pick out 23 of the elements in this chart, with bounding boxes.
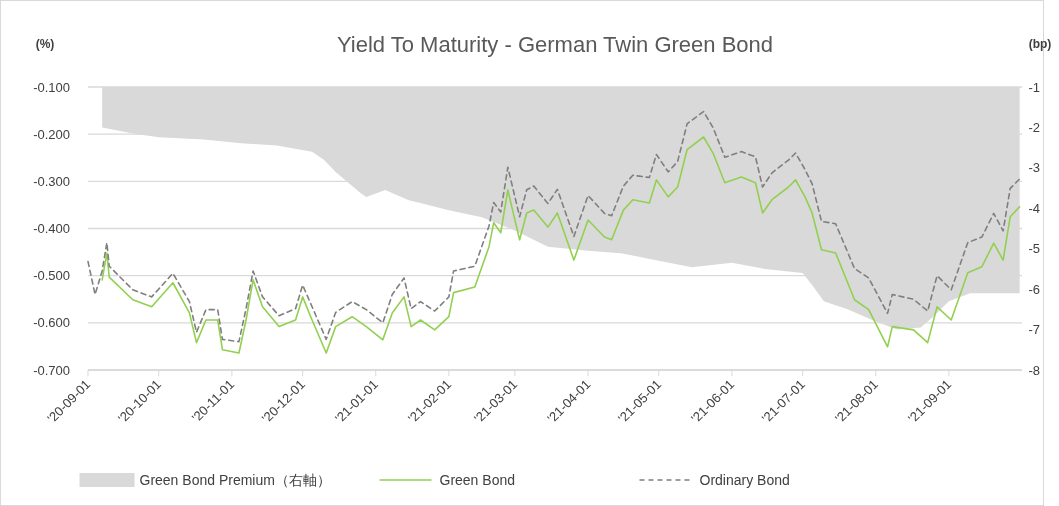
y-tick-label: -0.300 xyxy=(33,173,70,189)
y-axis-title: (%) xyxy=(35,37,55,51)
y2-tick-label: -2 xyxy=(1028,119,1040,135)
y2-tick-label: -8 xyxy=(1028,362,1040,378)
y-tick-label: -0.500 xyxy=(33,268,70,284)
y2-axis-title: (bp) xyxy=(1028,37,1052,51)
legend-label: Green Bond Premium（右軸） xyxy=(139,471,331,488)
y2-tick-label: -5 xyxy=(1028,241,1040,257)
y2-tick-label: -4 xyxy=(1028,200,1040,216)
legend-label: Green Bond xyxy=(439,471,515,488)
y-tick-label: -0.700 xyxy=(33,362,70,378)
y-tick-label: -0.200 xyxy=(33,126,70,142)
y2-tick-label: -7 xyxy=(1028,322,1040,338)
chart-title: Yield To Maturity - German Twin Green Bond xyxy=(336,32,774,57)
legend-label: Ordinary Bond xyxy=(699,471,790,488)
y2-tick-label: -6 xyxy=(1028,281,1040,297)
y2-tick-label: -3 xyxy=(1028,160,1040,176)
y-tick-label: -0.600 xyxy=(33,315,70,331)
y2-tick-label: -1 xyxy=(1028,79,1040,95)
y-tick-label: -0.400 xyxy=(33,221,70,237)
line-series xyxy=(87,110,1021,343)
y-tick-label: -0.100 xyxy=(33,79,70,95)
line-series xyxy=(101,136,1021,354)
